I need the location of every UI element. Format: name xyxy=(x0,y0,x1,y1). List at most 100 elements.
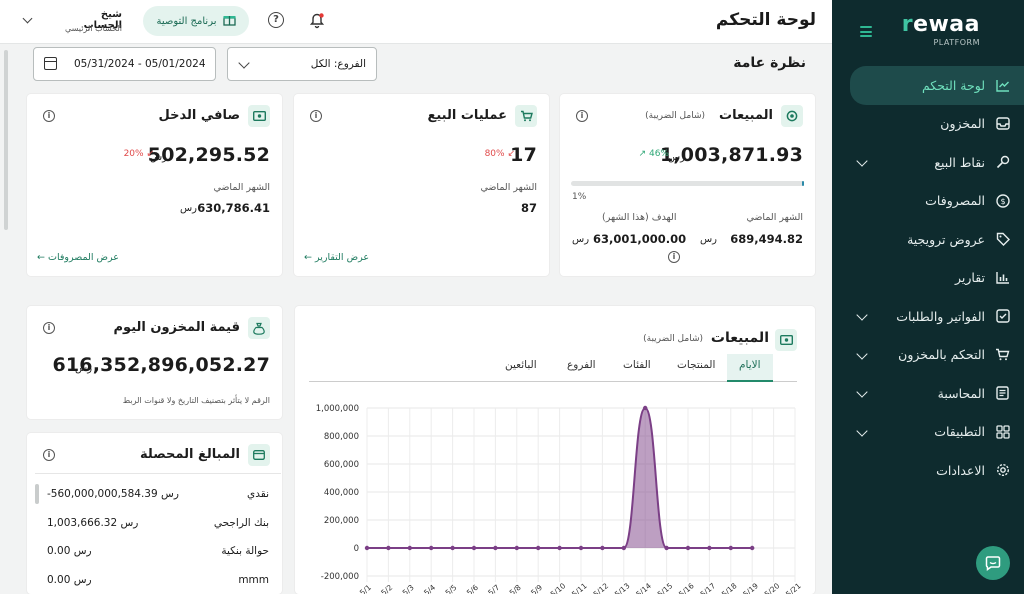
collected-amounts-card: المبالغ المحصلة i نقدي -560,000,000,584.3… xyxy=(27,433,282,594)
inventory-note: الرقم لا يتأثر بتصنيف التاريخ ولا قنوات … xyxy=(122,396,270,405)
sales-area-fill xyxy=(367,408,753,548)
sidebar-item-chart-line[interactable]: لوحة التحكم xyxy=(850,66,1024,105)
account-name[interactable]: شيخ الحساب xyxy=(83,9,122,31)
data-point[interactable] xyxy=(386,545,391,551)
arrow-left-icon: ← xyxy=(37,252,45,263)
last-month-value: 87 xyxy=(520,201,537,215)
data-point[interactable] xyxy=(450,545,455,551)
branch-select[interactable]: الفروع: الكل xyxy=(227,47,377,81)
info-icon[interactable]: i xyxy=(576,110,588,122)
tab-2[interactable]: الفئات xyxy=(623,359,651,371)
sidebar-item-label: نقاط البيع xyxy=(934,154,985,170)
x-tick-label: 5/9 xyxy=(529,583,544,594)
data-point[interactable] xyxy=(557,545,562,551)
apps-grid-icon xyxy=(995,424,1010,439)
payment-method-amount: -560,000,000,584.39 رس xyxy=(47,488,179,500)
sidebar-item-invoice-check[interactable]: الفواتير والطلبات xyxy=(832,297,1024,336)
transactions-card: عمليات البيع i 17 80% ↙ الشهر الماضي 87 … xyxy=(294,94,549,276)
info-icon[interactable]: i xyxy=(43,322,55,334)
chart-line-icon xyxy=(995,78,1010,93)
x-tick-label: 5/17 xyxy=(698,581,717,594)
sidebar-item-bar-chart[interactable]: تقارير xyxy=(832,259,1024,298)
data-point[interactable] xyxy=(471,545,477,551)
inventory-value: 616,352,896,052.27 xyxy=(52,354,270,376)
info-icon[interactable]: i xyxy=(43,449,55,461)
sidebar-item-tag[interactable]: عروض ترويجية xyxy=(832,220,1024,259)
menu-toggle-icon[interactable] xyxy=(860,26,872,37)
help-icon[interactable]: ? xyxy=(268,12,284,28)
bar-chart-icon xyxy=(995,270,1010,285)
info-icon[interactable]: i xyxy=(43,110,55,122)
last-month-value: 630,786.41 xyxy=(197,201,270,215)
gift-icon xyxy=(222,13,236,29)
data-point[interactable] xyxy=(429,545,434,551)
tab-4[interactable]: البائعين xyxy=(505,359,537,371)
tab-3[interactable]: الفروع xyxy=(567,359,596,371)
pos-icon xyxy=(995,155,1010,170)
net-income-title: صافي الدخل xyxy=(158,108,240,123)
cash-icon xyxy=(248,105,270,127)
target-value: 63,001,000.00 xyxy=(593,232,687,246)
sidebar-item-pos[interactable]: نقاط البيع xyxy=(832,143,1024,182)
y-tick-label: 400,000 xyxy=(324,488,359,498)
data-point[interactable] xyxy=(643,405,648,411)
sidebar-item-dollar[interactable]: المصروفات $ xyxy=(832,182,1024,221)
payment-method-label: نقدي xyxy=(247,488,269,500)
data-point[interactable] xyxy=(578,545,584,551)
y-tick-label: 600,000 xyxy=(324,460,359,470)
sidebar-item-gear[interactable]: الاعدادات xyxy=(832,451,1024,490)
cash-icon xyxy=(775,329,797,351)
sales-series-line xyxy=(367,406,753,549)
tab-0[interactable]: الايام xyxy=(727,354,773,382)
notification-bell-icon[interactable] xyxy=(309,13,325,33)
date-range-input[interactable]: 05/31/2024 - 05/01/2024 xyxy=(33,47,216,81)
sidebar-item-inbox[interactable]: المخزون xyxy=(832,105,1024,144)
payment-method-label: بنك الراجحي xyxy=(213,516,269,529)
sales-subtitle: (شامل الضريبة) xyxy=(645,111,705,121)
sidebar-item-ledger[interactable]: المحاسبة xyxy=(832,374,1024,413)
target-currency: رس xyxy=(572,234,590,245)
sidebar-nav: لوحة التحكم المخزون نقاط البيع المصروفات $ عر… xyxy=(832,66,1024,490)
scrollbar[interactable] xyxy=(4,50,8,230)
info-icon[interactable]: i xyxy=(310,110,322,122)
view-reports-link[interactable]: ← عرض التقارير xyxy=(304,252,369,263)
x-tick-label: 5/4 xyxy=(422,583,437,594)
data-point[interactable] xyxy=(600,545,605,551)
money-bag-icon xyxy=(248,317,270,339)
top-bar: لوحة التحكم ? برنامج التوصية شيخ الحساب … xyxy=(0,0,832,44)
net-income-currency: رس xyxy=(149,152,167,163)
account-chevron-down-icon[interactable] xyxy=(22,13,33,24)
data-point[interactable] xyxy=(707,545,712,551)
net-income-card: صافي الدخل i 502,295.52 رس 20% ↙ الشهر ا… xyxy=(27,94,282,276)
data-point[interactable] xyxy=(514,545,519,551)
tab-1[interactable]: المنتجات xyxy=(677,359,716,371)
rewaa-logo: rewaa PLATFORM xyxy=(860,10,980,50)
data-point[interactable] xyxy=(728,545,733,551)
target-info-icon[interactable]: i xyxy=(668,251,680,263)
referral-program-button[interactable]: برنامج التوصية xyxy=(143,6,249,36)
last-month-label: الشهر الماضي xyxy=(213,182,270,193)
sidebar-item-apps-grid[interactable]: التطبيقات xyxy=(832,413,1024,452)
y-tick-label: 200,000 xyxy=(324,516,359,526)
sidebar-item-cart[interactable]: التحكم بالمخزون xyxy=(832,336,1024,375)
data-point[interactable] xyxy=(407,545,412,551)
chevron-down-icon xyxy=(238,57,250,69)
x-tick-label: 5/3 xyxy=(401,583,416,594)
data-point[interactable] xyxy=(536,545,541,551)
data-point[interactable] xyxy=(493,545,498,551)
list-item: نقدي -560,000,000,584.39 رس xyxy=(35,480,281,508)
payment-method-label: حوالة بنكية xyxy=(221,545,269,557)
data-point[interactable] xyxy=(685,545,691,551)
data-point[interactable] xyxy=(364,545,370,551)
data-point[interactable] xyxy=(664,545,669,551)
progress-label: 1% xyxy=(572,192,587,202)
view-expenses-link[interactable]: ← عرض المصروفات xyxy=(37,252,119,263)
view-reports-label: عرض التقارير xyxy=(315,252,369,263)
data-point[interactable] xyxy=(750,545,755,551)
x-tick-label: 5/6 xyxy=(465,583,480,594)
chevron-down-icon xyxy=(856,347,868,360)
invoice-check-icon xyxy=(995,309,1010,324)
collected-title: المبالغ المحصلة xyxy=(140,447,240,462)
chat-support-button[interactable] xyxy=(976,546,1010,580)
data-point[interactable] xyxy=(621,545,626,551)
